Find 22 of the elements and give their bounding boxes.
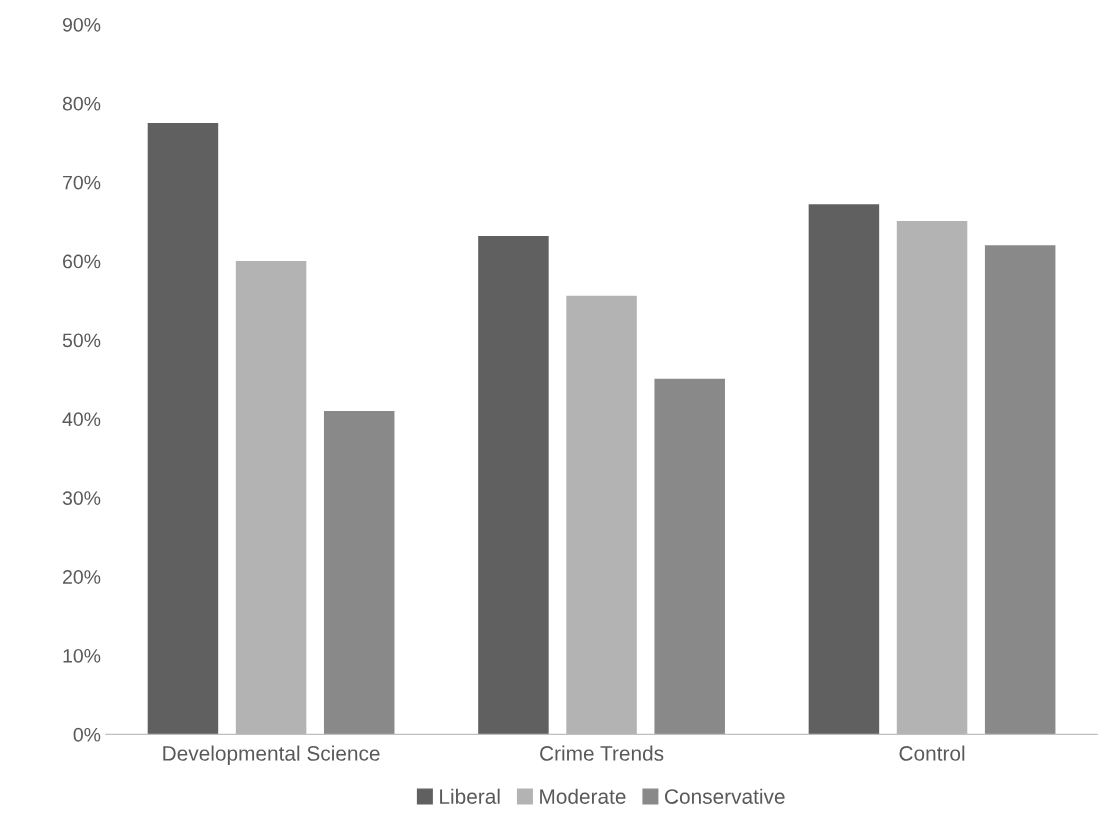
y-tick-label: 0% (73, 727, 101, 742)
bar (654, 378, 725, 735)
bar (808, 204, 880, 735)
y-tick-label: 40% (62, 412, 101, 427)
y-tick-label: 60% (63, 254, 101, 269)
legend-label: Conservative (665, 788, 785, 804)
y-tick-label: 50% (62, 333, 101, 348)
x-tick-label: Control (899, 745, 965, 761)
x-tick-label: Developmental Science (163, 745, 380, 765)
x-tick-label: Crime Trends (540, 745, 664, 761)
bar (984, 245, 1056, 735)
bar (147, 123, 219, 735)
y-tick-label: 80% (62, 96, 101, 111)
bar (478, 235, 549, 735)
y-tick-label: 30% (62, 491, 101, 505)
bar (323, 410, 395, 735)
y-tick-label: 10% (63, 648, 101, 663)
y-tick-label: 20% (63, 570, 101, 584)
legend-label: Liberal (440, 788, 500, 804)
y-tick-label: 70% (63, 175, 101, 190)
legend-label: Moderate (540, 788, 626, 804)
y-tick-label: 90% (62, 17, 101, 32)
